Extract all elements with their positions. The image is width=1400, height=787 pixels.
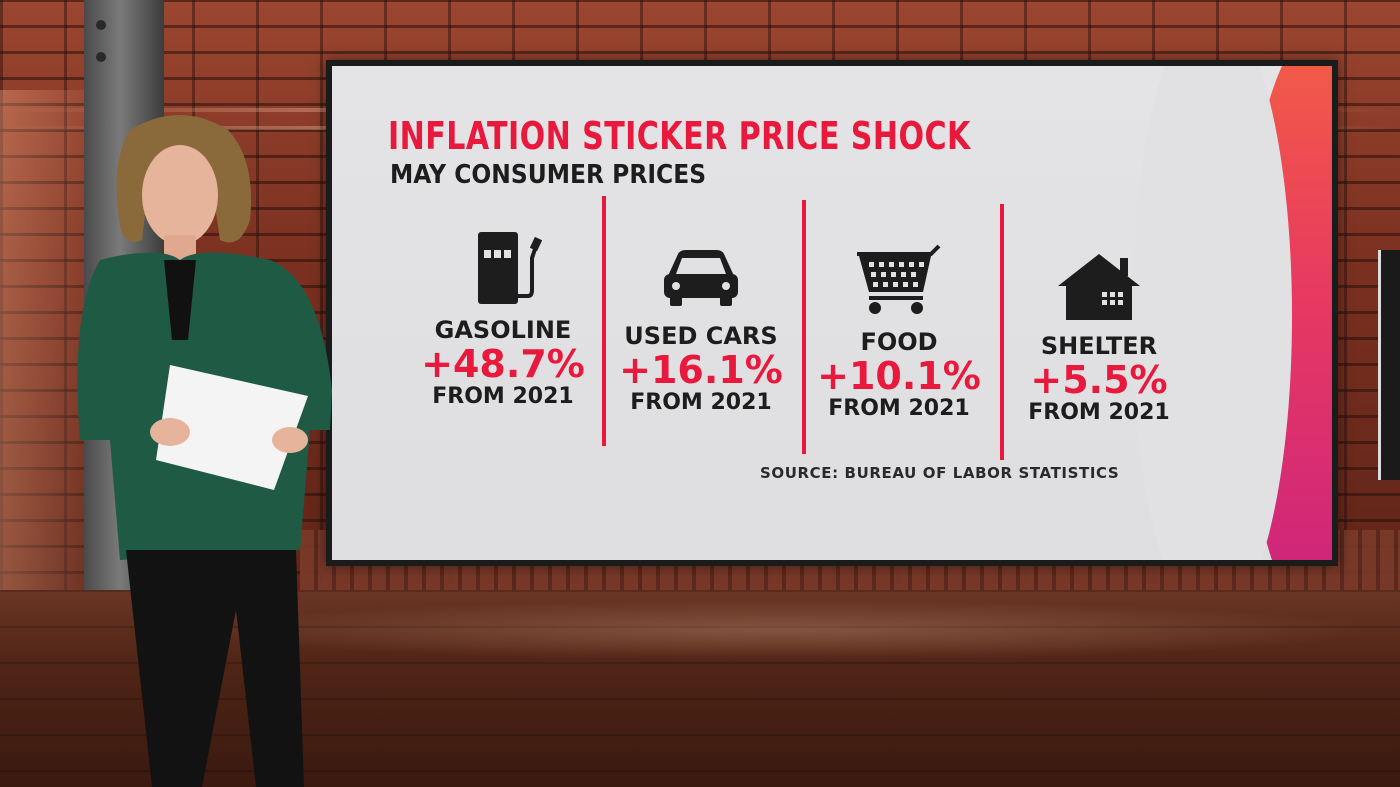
category-change: +10.1% xyxy=(817,354,981,398)
divider xyxy=(602,196,606,446)
graphic-title: INFLATION STICKER PRICE SHOCK xyxy=(388,114,971,158)
category-gasoline: GASOLINE +48.7% FROM 2021 xyxy=(408,228,598,409)
category-change: +16.1% xyxy=(619,348,783,392)
source-note: SOURCE: BUREAU OF LABOR STATISTICS xyxy=(760,464,1120,482)
shopping-cart-icon xyxy=(857,244,941,314)
category-name: SHELTER xyxy=(1040,332,1158,360)
side-monitor xyxy=(1378,250,1400,480)
gas-pump-icon xyxy=(478,232,543,304)
divider xyxy=(1000,204,1004,460)
divider xyxy=(802,200,806,454)
graphic-panel: INFLATION STICKER PRICE SHOCK MAY CONSUM… xyxy=(332,66,1332,560)
house-icon xyxy=(1058,254,1140,320)
category-change: +5.5% xyxy=(1030,358,1168,402)
category-change: +48.7% xyxy=(421,342,585,386)
presenter xyxy=(77,115,332,787)
car-icon xyxy=(664,250,738,306)
category-from: FROM 2021 xyxy=(1028,400,1170,425)
category-name: GASOLINE xyxy=(434,316,572,344)
category-name: FOOD xyxy=(860,328,938,356)
category-from: FROM 2021 xyxy=(828,396,970,421)
display-screen: INFLATION STICKER PRICE SHOCK MAY CONSUM… xyxy=(326,60,1338,566)
category-from: FROM 2021 xyxy=(432,384,574,409)
category-food: FOOD +10.1% FROM 2021 xyxy=(804,242,994,421)
category-name: USED CARS xyxy=(624,322,778,350)
category-shelter: SHELTER +5.5% FROM 2021 xyxy=(1004,250,1194,425)
floor-reflection xyxy=(180,600,1380,660)
category-from: FROM 2021 xyxy=(630,390,772,415)
graphic-subtitle: MAY CONSUMER PRICES xyxy=(390,160,707,190)
category-used-cars: USED CARS +16.1% FROM 2021 xyxy=(606,236,796,415)
